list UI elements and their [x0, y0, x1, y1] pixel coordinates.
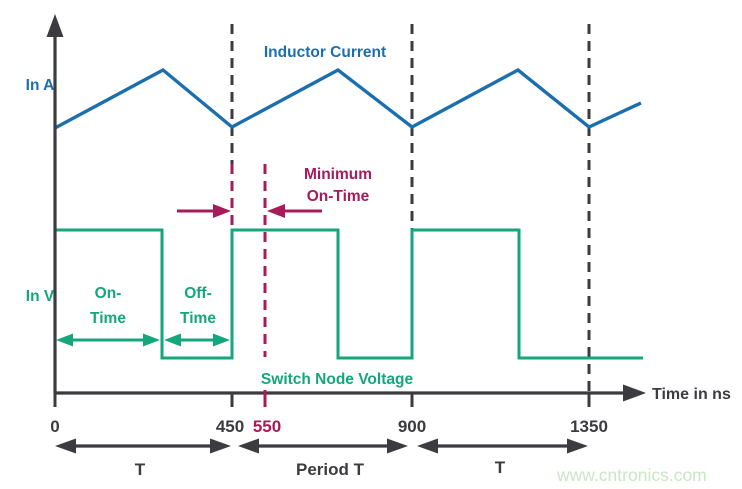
inductor-current-waveform — [54, 67, 642, 130]
off-time-label-line2: Time — [180, 310, 216, 327]
t-right-left-arrowhead-icon — [417, 438, 438, 454]
minimum-on-time-label-line1: Minimum — [304, 166, 372, 183]
tick-label-450: 450 — [216, 417, 244, 436]
off-time-right-arrowhead-icon — [213, 333, 230, 347]
x-axis-arrowhead-icon — [623, 384, 646, 402]
axes — [46, 14, 646, 407]
t-right-label: T — [495, 458, 506, 477]
x-axis-label: Time in ns — [652, 386, 731, 403]
period-t-label: Period T — [296, 460, 365, 479]
inductor-current-label: Inductor Current — [264, 44, 386, 61]
off-time-left-arrowhead-icon — [164, 333, 181, 347]
t-left-right-arrowhead-icon — [210, 438, 231, 454]
off-time-label-line1: Off- — [184, 285, 212, 302]
min-on-time-right-arrowhead-icon — [267, 204, 285, 218]
on-time-label-line2: Time — [90, 310, 126, 327]
watermark-text: www.cntronics.com — [556, 465, 707, 485]
on-time-left-arrowhead-icon — [56, 333, 73, 347]
on-time-right-arrowhead-icon — [143, 333, 160, 347]
t-left-left-arrowhead-icon — [55, 438, 76, 454]
tick-label-0: 0 — [50, 417, 59, 436]
y-axis-label-voltage: In V — [26, 288, 55, 305]
minimum-on-time-label-line2: On-Time — [307, 188, 370, 205]
switch-node-voltage-label: Switch Node Voltage — [261, 371, 414, 388]
tick-label-900: 900 — [398, 417, 426, 436]
period-t-left-arrowhead-icon — [238, 438, 259, 454]
min-on-time-left-arrowhead-icon — [213, 204, 231, 218]
t-left-label: T — [135, 460, 146, 479]
switch-node-voltage-waveform — [53, 228, 643, 360]
on-time-label-line1: On- — [95, 285, 122, 302]
y-axis-arrowhead-icon — [46, 14, 64, 37]
minimum-on-time-arrows — [177, 204, 322, 218]
y-axis-label-current: In A — [26, 77, 55, 94]
period-t-right-arrowhead-icon — [387, 438, 408, 454]
tick-label-1350: 1350 — [570, 417, 608, 436]
period-arrows — [55, 438, 588, 454]
on-off-time-arrows — [56, 333, 230, 347]
t-right-right-arrowhead-icon — [567, 438, 588, 454]
tick-label-550: 550 — [253, 417, 281, 436]
